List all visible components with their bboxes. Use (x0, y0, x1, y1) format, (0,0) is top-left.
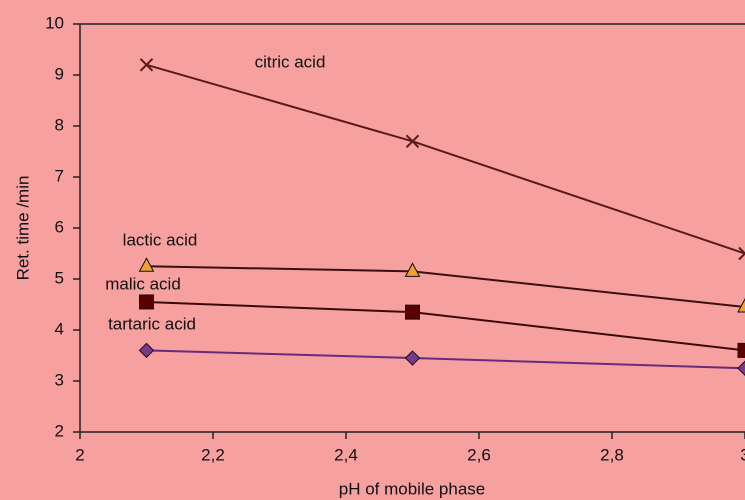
x-tick-label: 2,8 (600, 445, 624, 464)
point (737, 360, 745, 376)
series-line (146, 265, 745, 309)
y-axis-label: Ret. time /min (13, 176, 32, 281)
y-tick-label: 10 (45, 13, 64, 32)
point (738, 246, 745, 261)
x-tick-label: 2,6 (467, 445, 491, 464)
y-tick-label: 4 (55, 319, 64, 338)
series-label: tartaric acid (108, 314, 196, 333)
y-tick-label: 7 (55, 166, 64, 185)
y-tick-label: 6 (55, 217, 64, 236)
series-label: malic acid (105, 274, 181, 293)
point (737, 297, 745, 313)
y-tick-label: 5 (55, 268, 64, 287)
series-line (146, 349, 745, 370)
series-label: lactic acid (123, 230, 198, 249)
x-tick-label: 3 (740, 445, 745, 464)
x-tick-label: 2,4 (334, 445, 358, 464)
series-line (146, 63, 745, 255)
point (405, 304, 420, 320)
x-axis-label: pH of mobile phase (339, 479, 485, 498)
point (405, 134, 420, 149)
point (139, 58, 154, 72)
point (404, 262, 421, 277)
x-tick-label: 2 (75, 445, 84, 464)
y-tick-label: 9 (55, 64, 64, 83)
point (138, 342, 155, 359)
point (139, 294, 154, 310)
y-tick-label: 8 (55, 115, 64, 134)
y-tick-label: 3 (55, 370, 64, 389)
point (138, 257, 155, 272)
series-label: citric acid (255, 52, 326, 71)
x-tick-label: 2,2 (201, 445, 225, 464)
point (737, 342, 745, 358)
point (404, 350, 421, 366)
series-line (146, 300, 745, 352)
y-tick-label: 2 (55, 421, 64, 440)
